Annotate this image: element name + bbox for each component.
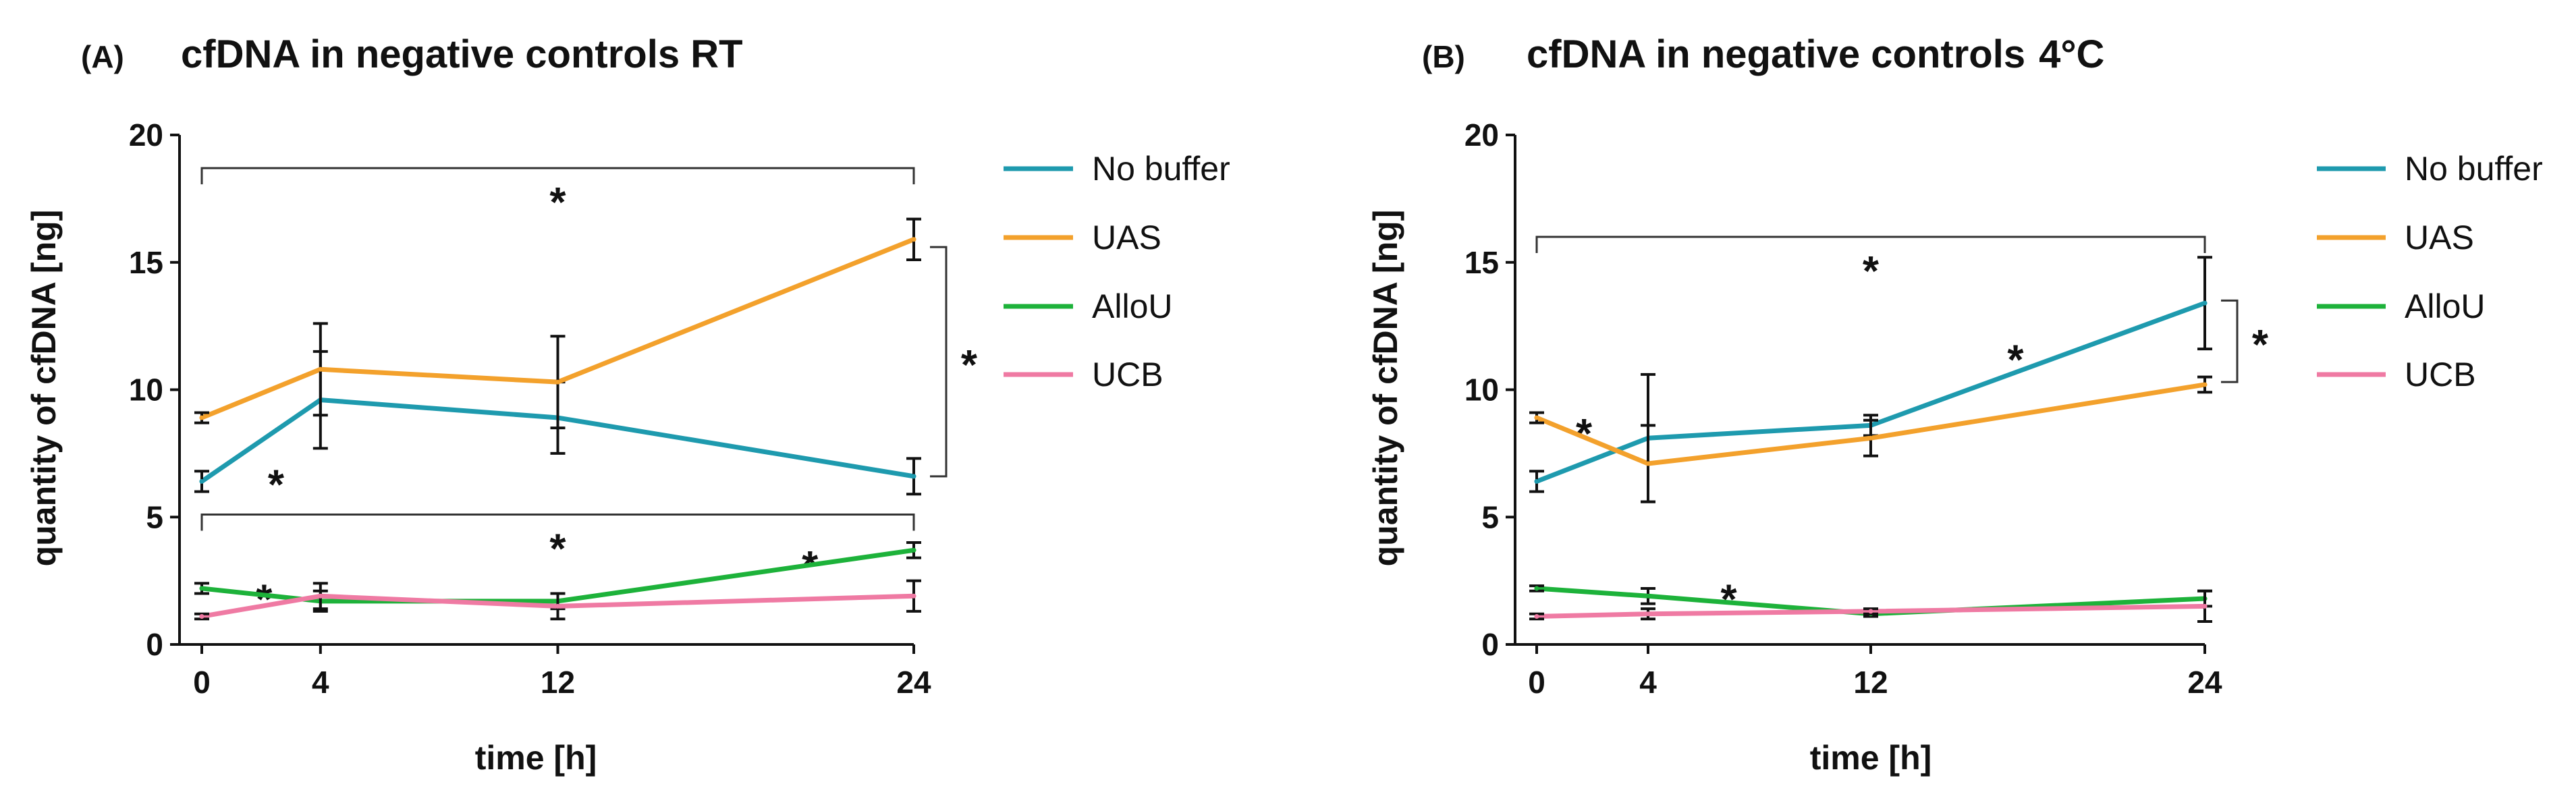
- panel-b-xlabel: time [h]: [1810, 739, 1932, 777]
- panel-a: (A) cfDNA in negative controls RT quanti…: [25, 32, 1230, 777]
- panel-a-point-uas: [911, 237, 916, 242]
- panel-a-x-tick-label: 0: [193, 665, 211, 700]
- panel-a-series-line-no-buffer: [199, 397, 916, 484]
- panel-b-y-tick-label: 0: [1481, 627, 1499, 662]
- panel-a-title: cfDNA in negative controls RT: [181, 32, 743, 76]
- panel-b-series-line-uas: [1534, 382, 2208, 466]
- panel-a-label: (A): [81, 39, 124, 74]
- panel-b-y-tick-label: 5: [1481, 499, 1499, 534]
- panel-a-significance-star: *: [549, 179, 566, 226]
- panel-a-x-tick-label: 4: [312, 665, 329, 700]
- panel-b-point-uas: [2202, 382, 2208, 387]
- panel-a-y-tick-label: 5: [146, 499, 163, 534]
- panel-b-series-line-no-buffer: [1534, 300, 2208, 484]
- panel-a-series-line-uas: [199, 237, 916, 420]
- panel-b-y-tick-label: 10: [1464, 372, 1499, 408]
- legend-label-ucb: UCB: [1092, 356, 1163, 393]
- panel-b-point-uas: [1645, 461, 1651, 466]
- panel-b: (B) cfDNA in negative controls 4°C quanti…: [1367, 32, 2543, 777]
- panel-a-significance-star: *: [268, 462, 285, 508]
- panel-a-point-no-buffer: [199, 478, 204, 484]
- panel-a-y-tick-label: 10: [129, 372, 163, 408]
- panel-b-point-uas: [1534, 415, 1539, 420]
- panel-b-x-tick-label: 12: [1853, 665, 1888, 700]
- panel-b-point-allou: [1645, 593, 1651, 599]
- panel-b-point-ucb: [1645, 611, 1651, 617]
- panel-b-ylabel: quantity of cfDNA [ng]: [1367, 210, 1404, 567]
- panel-a-point-ucb: [199, 613, 204, 619]
- panel-b-significance-bracket: [1535, 236, 2206, 253]
- panel-a-significance-star: *: [549, 526, 566, 572]
- panel-a-ylabel: quantity of cfDNA [ng]: [25, 210, 63, 567]
- panel-a-significance-bracket: [200, 513, 915, 531]
- panel-b-y-tick-label: 15: [1464, 245, 1499, 280]
- panel-b-significance-star: *: [1863, 248, 1880, 295]
- panel-b-point-ucb: [2202, 603, 2208, 609]
- panel-b-significance-star: *: [2252, 322, 2269, 368]
- legend-label-no-buffer: No buffer: [1092, 150, 1230, 188]
- panel-a-xlabel: time [h]: [475, 739, 597, 777]
- panel-a-x-tick-label: 12: [541, 665, 575, 700]
- panel-b-title-main: cfDNA in negative controls: [1527, 32, 2025, 76]
- panel-b-point-uas: [1868, 435, 1873, 441]
- panel-a-y-tick-label: 20: [129, 117, 163, 153]
- panel-a-significance-bracket: [200, 167, 915, 185]
- panel-a-point-ucb: [911, 593, 916, 599]
- panel-b-series-line-allou: [1534, 586, 2208, 617]
- panel-a-point-uas: [199, 415, 204, 420]
- panel-a-significance-bracket: [930, 246, 948, 478]
- panel-b-x-tick-label: 24: [2187, 665, 2222, 700]
- panel-a-y-tick-label: 15: [129, 245, 163, 280]
- panel-b-point-ucb: [1868, 609, 1873, 614]
- panel-a-significance-star: *: [961, 342, 978, 389]
- panel-a-point-ucb: [318, 593, 323, 599]
- panel-b-title-suffix: 4°C: [2039, 32, 2104, 76]
- legend-label-ucb: UCB: [2405, 356, 2476, 393]
- panel-b-significance-bracket: [2221, 299, 2239, 383]
- legend-label-uas: UAS: [2405, 219, 2474, 256]
- panel-b-point-no-buffer: [1534, 478, 1539, 484]
- legend-label-allou: AlloU: [2405, 287, 2485, 325]
- panel-a-x-tick-label: 24: [896, 665, 931, 700]
- panel-a-point-uas: [555, 379, 560, 385]
- panel-b-label: (B): [1422, 39, 1465, 74]
- panel-b-y-tick-label: 20: [1464, 117, 1499, 153]
- panel-a-point-allou: [199, 586, 204, 591]
- panel-b-x-tick-label: 4: [1639, 665, 1657, 700]
- panel-a-series-line-ucb: [199, 593, 916, 619]
- panel-a-legend: No buffer UAS AlloU UCB: [1004, 150, 1230, 393]
- panel-b-legend: No buffer UAS AlloU UCB: [2317, 150, 2543, 393]
- panel-b-title: cfDNA in negative controls 4°C: [1527, 32, 2104, 76]
- panel-b-point-allou: [1534, 586, 1539, 591]
- panel-a-significance-star: *: [256, 576, 273, 623]
- panel-a-point-no-buffer: [911, 474, 916, 479]
- panel-b-point-no-buffer: [2202, 300, 2208, 306]
- panel-a-point-allou: [911, 547, 916, 553]
- legend-label-allou: AlloU: [1092, 287, 1172, 325]
- panel-b-series-line-ucb: [1534, 603, 2208, 619]
- legend-label-no-buffer: No buffer: [2405, 150, 2543, 188]
- panel-a-y-tick-label: 0: [146, 627, 163, 662]
- panel-a-point-uas: [318, 366, 323, 372]
- panel-a-point-ucb: [555, 603, 560, 609]
- panel-b-x-tick-label: 0: [1528, 665, 1545, 700]
- legend-label-uas: UAS: [1092, 219, 1161, 256]
- panel-b-point-ucb: [1534, 613, 1539, 619]
